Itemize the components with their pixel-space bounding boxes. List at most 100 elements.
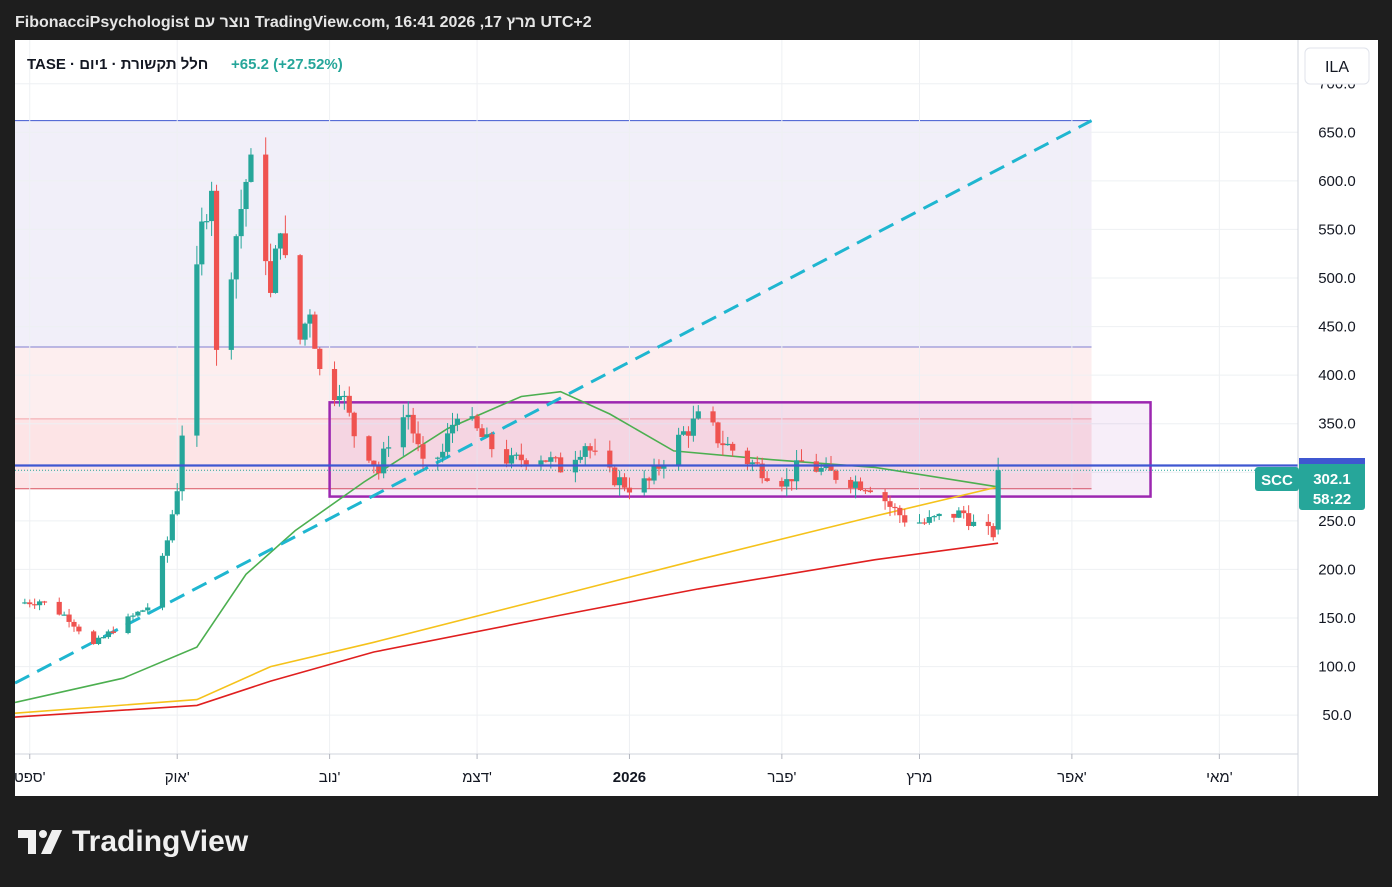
candle-body (297, 255, 303, 340)
candle-body (690, 418, 696, 436)
logo-text: TradingView (72, 825, 249, 858)
candle-body (336, 396, 343, 401)
consolidation-box[interactable] (328, 401, 1152, 498)
candle-body (951, 513, 957, 518)
candle-body (921, 522, 928, 524)
price-tick-label: 350.0 (1318, 416, 1356, 433)
candle-body (282, 233, 288, 256)
candle-body (331, 368, 338, 401)
candle-body (105, 631, 111, 638)
candle-body (110, 631, 116, 634)
fib-band (15, 120, 1092, 347)
candle-body (715, 422, 721, 444)
candle-body (617, 477, 623, 486)
candle-body (366, 436, 372, 461)
candle-body (882, 492, 888, 502)
candle-body (990, 526, 996, 538)
candle-body (538, 460, 544, 465)
time-tick-label: אפר' (1057, 769, 1087, 786)
candle-body (503, 449, 510, 464)
legend-symbol: TASE · חלל תקשורת · 1יום (27, 56, 208, 73)
price-tick-label: 600.0 (1318, 173, 1356, 190)
candle-body (41, 601, 48, 603)
candle-body (489, 434, 495, 450)
horizontal-level[interactable] (15, 464, 1298, 471)
price-tick-label: 100.0 (1318, 659, 1356, 676)
candle-body (828, 464, 834, 471)
price-tag: SCC 302.1 58:22 (1255, 458, 1365, 510)
candle-body (32, 604, 38, 606)
candle-body (135, 611, 141, 616)
candle-body (400, 417, 406, 448)
candle-body (56, 601, 62, 615)
candle-body (621, 477, 628, 488)
candle-body (651, 465, 657, 481)
candle-body (302, 323, 308, 340)
time-tick-label: מרץ (907, 769, 933, 786)
candle-body (95, 637, 102, 644)
candle-body (341, 395, 347, 398)
trendline[interactable] (15, 119, 1093, 685)
candle-body (228, 279, 234, 350)
chart-frame[interactable]: 50.0100.0150.0200.0250.0300.0350.0400.04… (15, 40, 1378, 796)
candle-body (164, 540, 170, 556)
moving-average-line (15, 542, 999, 718)
candle-body (469, 416, 475, 419)
level-tag-edge (1299, 458, 1365, 464)
candle-body (169, 514, 175, 541)
candle-body (577, 456, 583, 460)
candle-body (61, 614, 67, 616)
candle-body (685, 431, 692, 436)
time-tick-label: ספט' (15, 769, 46, 786)
price-tick-label: 400.0 (1318, 367, 1356, 384)
consolidation-rect (328, 401, 1152, 498)
candle-body (848, 479, 854, 488)
candle-body (818, 468, 824, 472)
candle-body (36, 601, 43, 606)
candle-body (936, 513, 942, 517)
candle-body (676, 434, 682, 465)
bar-countdown: 58:22 (1313, 491, 1351, 508)
candle-body (587, 446, 593, 451)
candle-body (238, 209, 244, 237)
candle-body (641, 478, 647, 493)
currency-button[interactable] (1304, 47, 1370, 85)
price-tick-label: 250.0 (1318, 513, 1356, 530)
candle-body (346, 395, 352, 413)
price-tick-label: 500.0 (1318, 270, 1356, 287)
candle-body (376, 466, 382, 474)
candle-body (233, 236, 239, 280)
header-text: FibonacciPsychologist נוצר עם TradingVie… (15, 14, 592, 31)
candle-body (479, 428, 485, 437)
tradingview-logo[interactable]: TradingView (18, 824, 248, 860)
candle-body (744, 450, 751, 465)
legend-change: +65.2 (+27.52%) (231, 56, 343, 73)
tradingview-logo-icon (18, 830, 62, 854)
candle-body (656, 465, 662, 469)
grid (15, 40, 1298, 754)
candle-body (985, 521, 991, 527)
price-chart[interactable]: 50.0100.0150.0200.0250.0300.0350.0400.04… (15, 40, 1378, 796)
candle-body (518, 454, 524, 461)
price-tick-label: 150.0 (1318, 610, 1356, 627)
candle-body (754, 462, 760, 464)
candle-body (764, 478, 770, 481)
moving-averages (15, 390, 999, 718)
candle-body (892, 506, 898, 509)
candle-body (513, 454, 520, 456)
candle-body (548, 457, 554, 462)
candle-body (317, 348, 323, 369)
time-tick-label: אוק' (165, 769, 190, 786)
price-tick-label: 650.0 (1318, 124, 1356, 141)
candle-body (961, 510, 967, 514)
moving-average-line (15, 486, 999, 714)
candle-body-last (995, 470, 1001, 530)
candle-body (626, 487, 633, 493)
candle-body (248, 154, 254, 182)
candle-body (779, 480, 785, 487)
candle-body (420, 444, 426, 459)
candle-body (385, 447, 392, 449)
candle-body (916, 522, 923, 524)
candle-body (444, 433, 451, 452)
candle-body (371, 460, 377, 467)
